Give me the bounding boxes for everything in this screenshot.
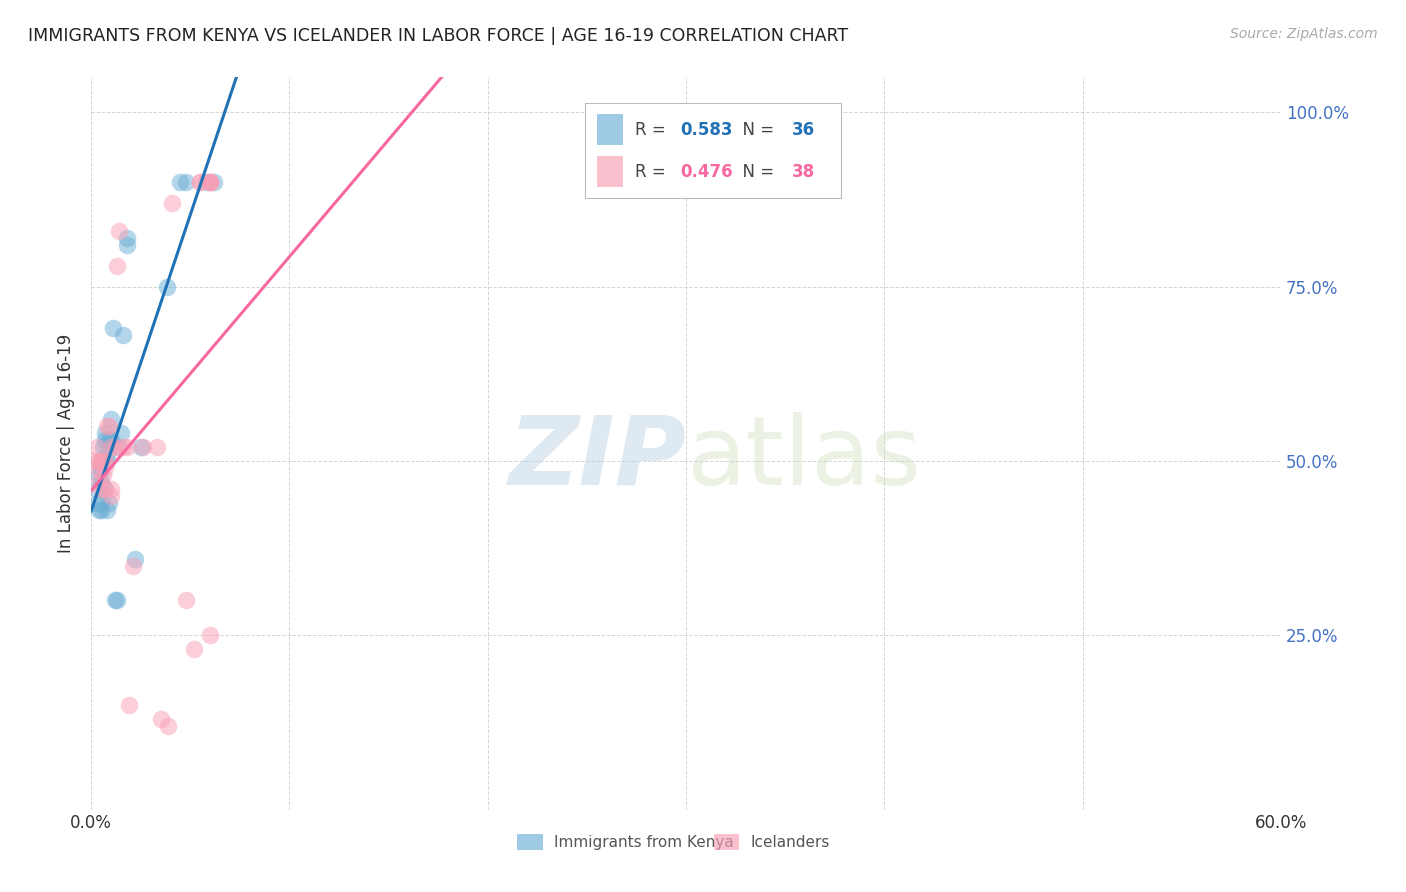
Point [91, 440, 114, 454]
Point [90, 461, 112, 475]
Point [98, 433, 121, 447]
Point [100, 482, 122, 496]
Text: 0.476: 0.476 [681, 162, 733, 180]
Point [94, 454, 117, 468]
Point [87, 475, 110, 489]
Text: Icelanders: Icelanders [751, 835, 830, 850]
Point [162, 196, 184, 211]
Point [94, 482, 117, 496]
Point [198, 175, 221, 189]
Point [169, 175, 191, 189]
Point [94, 433, 117, 447]
Text: N =: N = [733, 120, 780, 139]
Point [94, 425, 117, 440]
Point [90, 496, 112, 510]
Point [98, 496, 121, 510]
Point [100, 489, 122, 503]
Point [91, 454, 114, 468]
Point [145, 440, 167, 454]
Point [111, 328, 134, 343]
Point [96, 502, 118, 516]
Text: 0.583: 0.583 [681, 120, 733, 139]
Point [115, 237, 138, 252]
Point [94, 461, 117, 475]
Point [98, 419, 121, 434]
Point [108, 440, 131, 454]
Point [90, 502, 112, 516]
Point [90, 454, 112, 468]
Point [91, 454, 114, 468]
Point [202, 175, 225, 189]
Point [104, 440, 127, 454]
Bar [596, 114, 623, 145]
Text: IMMIGRANTS FROM KENYA VS ICELANDER IN LABOR FORCE | AGE 16-19 CORRELATION CHART: IMMIGRANTS FROM KENYA VS ICELANDER IN LA… [28, 27, 848, 45]
Text: 36: 36 [792, 120, 815, 139]
Point [115, 440, 138, 454]
Point [149, 712, 172, 726]
Point [90, 482, 112, 496]
Point [101, 321, 124, 335]
Point [157, 719, 180, 733]
Point [121, 558, 143, 573]
Text: N =: N = [733, 162, 780, 180]
Point [90, 454, 112, 468]
Point [155, 279, 177, 293]
Point [132, 440, 155, 454]
Point [188, 175, 211, 189]
Point [124, 551, 146, 566]
Point [100, 412, 122, 426]
Point [118, 698, 141, 712]
Point [183, 642, 205, 657]
Text: R =: R = [636, 120, 671, 139]
Point [198, 175, 221, 189]
Point [94, 482, 117, 496]
Point [86, 461, 108, 475]
Point [195, 175, 218, 189]
Text: R =: R = [636, 162, 671, 180]
Point [198, 175, 221, 189]
Point [104, 593, 127, 607]
Point [110, 425, 132, 440]
Text: Source: ZipAtlas.com: Source: ZipAtlas.com [1230, 27, 1378, 41]
Point [115, 231, 138, 245]
Point [84, 454, 107, 468]
Text: 38: 38 [792, 162, 815, 180]
Point [111, 440, 134, 454]
Point [96, 419, 118, 434]
Point [198, 175, 221, 189]
Point [90, 475, 112, 489]
Point [91, 467, 114, 482]
Bar [585, 103, 841, 198]
Text: Immigrants from Kenya: Immigrants from Kenya [554, 835, 734, 850]
Point [100, 440, 122, 454]
Text: atlas: atlas [686, 411, 921, 505]
Point [129, 440, 152, 454]
Point [176, 175, 198, 189]
Point [86, 482, 108, 496]
Y-axis label: In Labor Force | Age 16-19: In Labor Force | Age 16-19 [58, 334, 75, 553]
Point [100, 433, 122, 447]
Point [86, 496, 108, 510]
Bar [596, 156, 623, 187]
Point [105, 593, 128, 607]
Point [108, 224, 131, 238]
Text: ZIP: ZIP [508, 411, 686, 505]
Point [176, 593, 198, 607]
Point [96, 454, 118, 468]
Point [198, 628, 221, 642]
Point [87, 502, 110, 516]
Point [105, 259, 128, 273]
Point [96, 447, 118, 461]
Point [86, 440, 108, 454]
Point [87, 467, 110, 482]
Point [87, 454, 110, 468]
Point [188, 175, 211, 189]
